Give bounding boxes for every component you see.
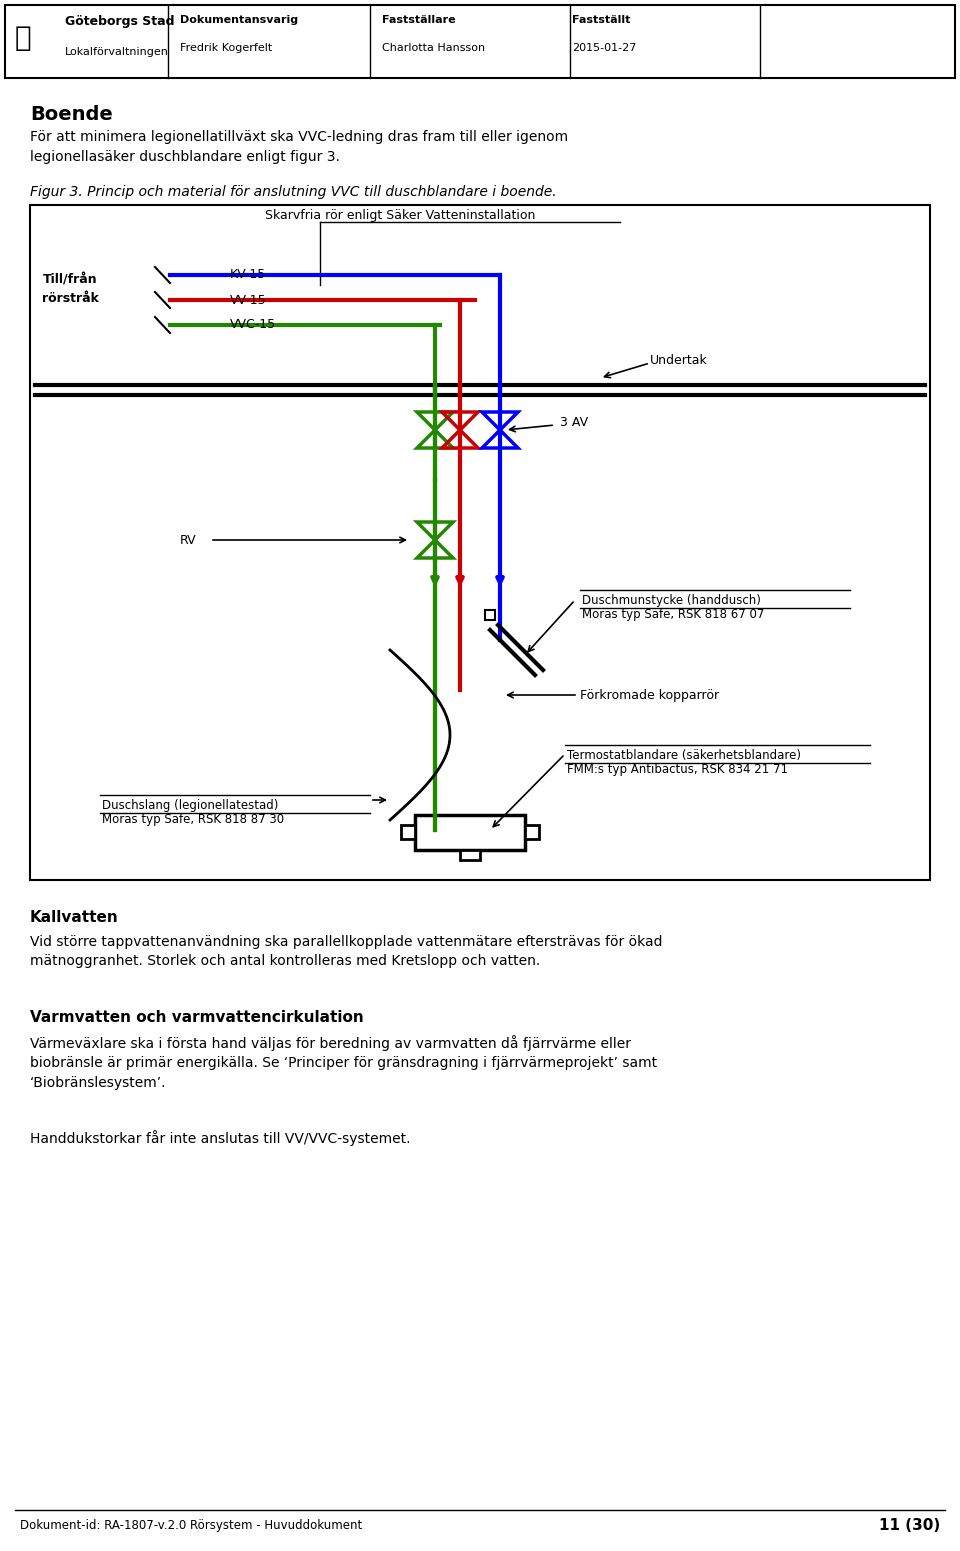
Text: 3 AV: 3 AV <box>560 416 588 428</box>
Text: 2015-01-27: 2015-01-27 <box>572 43 636 53</box>
Text: Fastställt: Fastställt <box>572 16 631 25</box>
Bar <box>525 825 539 839</box>
Text: FMM:s typ Antibactus, RSK 834 21 71: FMM:s typ Antibactus, RSK 834 21 71 <box>567 763 788 776</box>
Text: Lokalförvaltningen: Lokalförvaltningen <box>65 47 169 57</box>
Text: För att minimera legionellatillväxt ska VVC-ledning dras fram till eller igenom
: För att minimera legionellatillväxt ska … <box>30 130 568 163</box>
Text: Duschmunstycke (handdusch): Duschmunstycke (handdusch) <box>582 594 761 606</box>
Text: Termostatblandare (säkerhetsblandare): Termostatblandare (säkerhetsblandare) <box>567 749 801 762</box>
Text: Dokumentansvarig: Dokumentansvarig <box>180 16 299 25</box>
Text: Handdukstorkar får inte anslutas till VV/VVC-systemet.: Handdukstorkar får inte anslutas till VV… <box>30 1131 411 1146</box>
Text: Moras typ Safe, RSK 818 67 07: Moras typ Safe, RSK 818 67 07 <box>582 608 764 620</box>
Text: Boende: Boende <box>30 105 112 124</box>
Text: Dokument-id: RA-1807-v.2.0 Rörsystem - Huvuddokument: Dokument-id: RA-1807-v.2.0 Rörsystem - H… <box>20 1518 362 1531</box>
Text: Värmeväxlare ska i första hand väljas för beredning av varmvatten då fjärrvärme : Värmeväxlare ska i första hand väljas fö… <box>30 1035 658 1090</box>
Text: Vid större tappvattenanvändning ska parallellkopplade vattenmätare eftersträvas : Vid större tappvattenanvändning ska para… <box>30 935 662 968</box>
Text: 11 (30): 11 (30) <box>878 1517 940 1532</box>
Text: VVC-15: VVC-15 <box>230 318 276 332</box>
Bar <box>415 814 525 850</box>
Text: Figur 3. Princip och material för anslutning VVC till duschblandare i boende.: Figur 3. Princip och material för anslut… <box>30 185 557 199</box>
Text: Göteborgs Stad: Göteborgs Stad <box>65 16 175 28</box>
Text: Förkromade kopparrör: Förkromade kopparrör <box>580 689 719 701</box>
Text: Duschslang (legionellatestad): Duschslang (legionellatestad) <box>102 799 278 813</box>
Text: Fastställare: Fastställare <box>382 16 456 25</box>
Text: 🏛: 🏛 <box>15 23 32 53</box>
FancyBboxPatch shape <box>5 5 955 78</box>
Text: Kallvatten: Kallvatten <box>30 910 119 924</box>
Text: KV-15: KV-15 <box>230 268 266 281</box>
FancyBboxPatch shape <box>30 205 930 879</box>
Text: RV: RV <box>180 534 197 546</box>
Bar <box>460 850 480 859</box>
Bar <box>485 610 495 620</box>
Text: Charlotta Hansson: Charlotta Hansson <box>382 43 485 53</box>
Text: Moras typ Safe, RSK 818 87 30: Moras typ Safe, RSK 818 87 30 <box>102 813 284 827</box>
Text: Till/från: Till/från <box>42 273 97 287</box>
Text: Fredrik Kogerfelt: Fredrik Kogerfelt <box>180 43 273 53</box>
Text: Varmvatten och varmvattencirkulation: Varmvatten och varmvattencirkulation <box>30 1010 364 1025</box>
Text: VV-15: VV-15 <box>230 293 267 307</box>
Text: Undertak: Undertak <box>650 354 708 366</box>
Text: Skarvfria rör enligt Säker Vatteninstallation: Skarvfria rör enligt Säker Vatteninstall… <box>265 209 535 222</box>
Text: rörstråk: rörstråk <box>41 292 99 304</box>
Bar <box>401 825 415 839</box>
